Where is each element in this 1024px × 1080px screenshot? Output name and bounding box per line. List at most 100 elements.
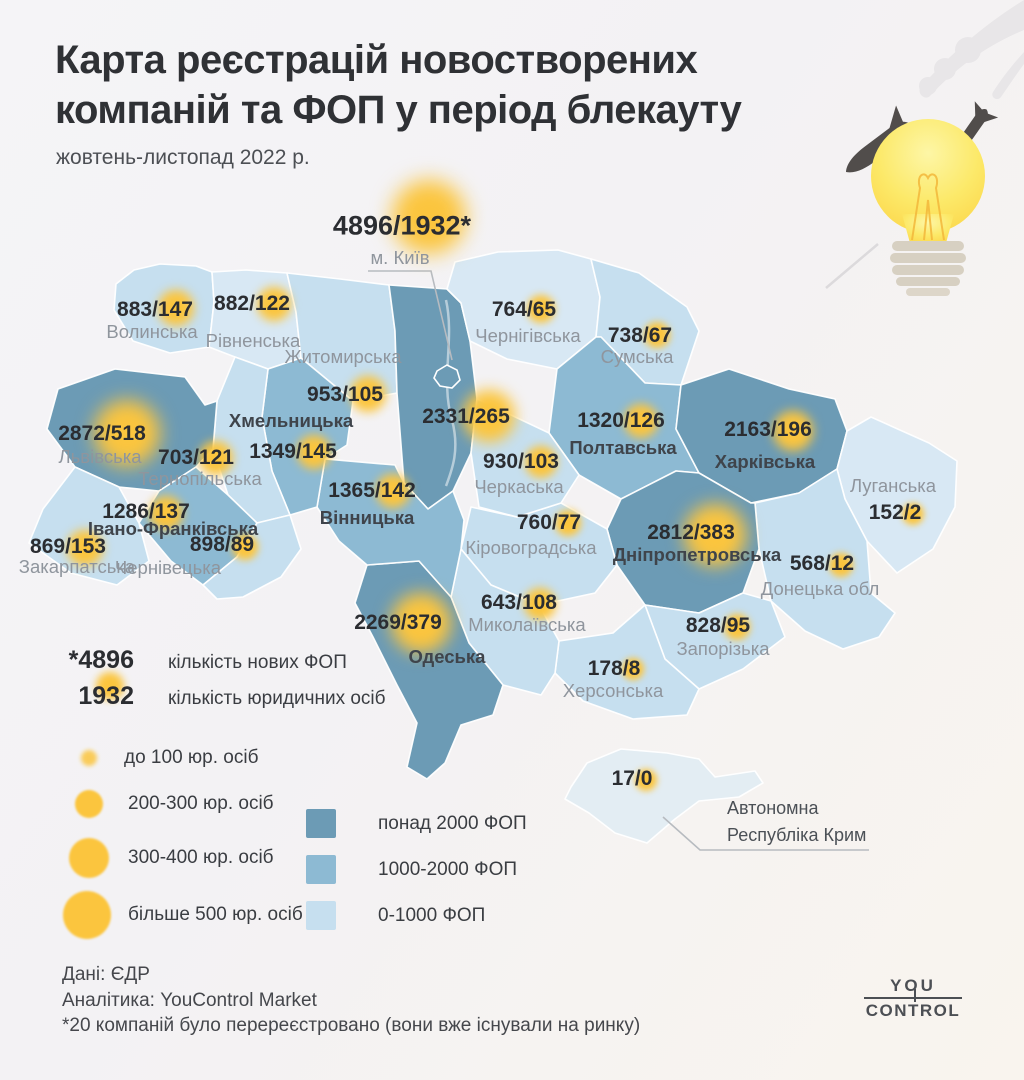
value-glow-kyiv-obl: [463, 390, 515, 442]
name-label-luhansk: Луганська: [849, 475, 937, 496]
stats-fop-value: *4896: [68, 646, 134, 674]
name-label-dnipro: Дніпропетровська: [612, 544, 782, 565]
size-circle-3: [69, 838, 109, 878]
name-label-ivano-frankivsk: Івано-Франківська: [87, 518, 259, 539]
value-glow-khmelnytskyi: [297, 435, 331, 469]
name-label-kirovohrad: Кіровоградська: [465, 537, 597, 558]
color-label-medium: 1000-2000 ФОП: [378, 858, 518, 880]
value-label-poltava: 1320/126: [577, 409, 665, 432]
value-label-zhytomyr: 953/105: [307, 383, 383, 406]
name-label-kherson: Херсонська: [562, 680, 664, 701]
value-glow-chernivtsi: [232, 534, 258, 560]
page-title: Карта реєстрацій новостворених компаній …: [55, 38, 742, 132]
value-glow-odesa: [391, 593, 451, 653]
value-label-dnipro: 2812/383: [647, 521, 735, 544]
value-label-volyn: 883/147: [117, 298, 193, 321]
value-label-zakarpattia: 869/153: [30, 535, 106, 558]
color-swatch-dark: [306, 809, 336, 838]
size-circle-2: [75, 790, 103, 818]
kyiv-callout-line: [368, 270, 453, 361]
name-label-poltava: Полтавська: [569, 437, 677, 458]
stats-legal-label: кількість юридичних осіб: [168, 688, 386, 709]
color-legend-row: 1000-2000 ФОП: [306, 855, 527, 884]
footer-analytics: Аналітика: YouControl Market: [62, 989, 317, 1011]
name-label-volyn: Волинська: [106, 321, 198, 342]
stats-row-fop: *4896 кількість нових ФОП: [62, 646, 386, 675]
value-label-lviv: 2872/518: [58, 422, 146, 445]
name-label-khmelnytskyi: Хмельницька: [228, 410, 354, 431]
name-label-cherkasy: Черкаська: [474, 476, 564, 497]
name-label-zhytomyr: Житомирська: [284, 346, 402, 367]
footer: Дані: ЄДР Аналітика: YouControl Market *…: [62, 962, 640, 1039]
value-label-sumy: 738/67: [607, 324, 673, 347]
value-glow-zaporizhzhia: [724, 614, 750, 640]
name-label-rivne: Рівненська: [205, 330, 301, 351]
value-glow-poltava: [624, 404, 658, 438]
stats-legal-glow: [96, 672, 124, 700]
name-label-odesa: Одеська: [408, 646, 486, 667]
color-label-dark: понад 2000 ФОП: [378, 812, 527, 834]
color-legend-row: понад 2000 ФОП: [306, 809, 527, 838]
value-glow-vinnytsia: [376, 474, 410, 508]
smoke-trails: [919, 0, 1024, 100]
value-glow-rivne: [257, 287, 291, 321]
value-glow-luhansk: [902, 503, 924, 525]
name-label-donetsk: Донецька обл: [760, 578, 880, 599]
value-glow-kyiv-city: [392, 180, 466, 254]
name-label-sumy: Сумська: [600, 346, 674, 367]
stats-legal-value: 1932: [78, 682, 134, 710]
value-label-zaporizhzhia: 828/95: [685, 614, 751, 637]
value-glow-lviv: [94, 400, 160, 466]
value-label-kyiv-obl: 2331/265: [422, 405, 510, 428]
lightbulb-illustration: [825, 0, 1024, 296]
bulb: [871, 119, 985, 296]
color-legend-row: 0-1000 ФОП: [306, 901, 527, 930]
value-glow-chernihiv: [527, 295, 555, 323]
value-label-donetsk: 568/12: [789, 552, 855, 575]
value-label-chernivtsi: 898/89: [189, 533, 255, 556]
color-swatch-light: [306, 901, 336, 930]
region-kyiv-city: [433, 364, 461, 389]
region-zakarpattia: [28, 466, 150, 586]
value-glow-zakarpattia: [67, 530, 103, 566]
name-label-chernihiv: Чернігівська: [475, 325, 581, 346]
value-glow-cherkasy: [525, 446, 557, 478]
value-label-ternopil: 703/121: [158, 446, 234, 469]
name-label-lviv: Львівська: [58, 446, 142, 467]
color-swatch-medium: [306, 855, 336, 884]
value-glow-crimea: [635, 769, 657, 791]
value-label-chernihiv: 764/65: [491, 298, 557, 321]
value-label-vinnytsia: 1365/142: [328, 479, 416, 502]
value-label-cherkasy: 930/103: [483, 450, 559, 473]
logo-control: CONTROL: [865, 1001, 961, 1020]
value-glow-donetsk: [829, 553, 853, 577]
value-label-luhansk: 152/2: [868, 501, 922, 524]
value-label-odesa: 2269/379: [354, 611, 442, 634]
name-label-vinnytsia: Вінницька: [319, 507, 415, 528]
stats-fop-label: кількість нових ФОП: [168, 652, 347, 673]
name-label-kharkiv: Харківська: [714, 451, 816, 472]
smoke-line-left: [825, 243, 879, 289]
value-label-kharkiv: 2163/196: [724, 418, 812, 441]
name-label-kyiv-city: м. Київ: [370, 247, 430, 268]
value-glow-kirovohrad: [555, 510, 581, 536]
page-subtitle: жовтень-листопад 2022 р.: [56, 146, 310, 169]
value-label-mykolaiv: 643/108: [481, 591, 557, 614]
value-label-khmelnytskyi: 1349/145: [249, 440, 337, 463]
crimea-callout-line: [662, 816, 869, 851]
size-label-4: більше 500 юр. осіб: [128, 904, 303, 925]
logo-divider: [864, 997, 962, 999]
value-glow-ivano-frankivsk: [149, 496, 183, 530]
value-glow-kharkiv: [773, 411, 813, 451]
river-line: [444, 299, 457, 487]
value-label-ivano-frankivsk: 1286/137: [102, 500, 190, 523]
value-label-rivne: 882/122: [214, 292, 290, 315]
color-legend: понад 2000 ФОП 1000-2000 ФОП 0-1000 ФОП: [306, 809, 527, 947]
value-glow-zhytomyr: [350, 376, 386, 412]
region-crimea: [564, 748, 764, 844]
size-label-3: 300-400 юр. осіб: [128, 847, 274, 868]
name-label-crimea: Автономна Республіка Крим: [727, 798, 867, 845]
value-label-kirovohrad: 760/77: [516, 511, 582, 534]
